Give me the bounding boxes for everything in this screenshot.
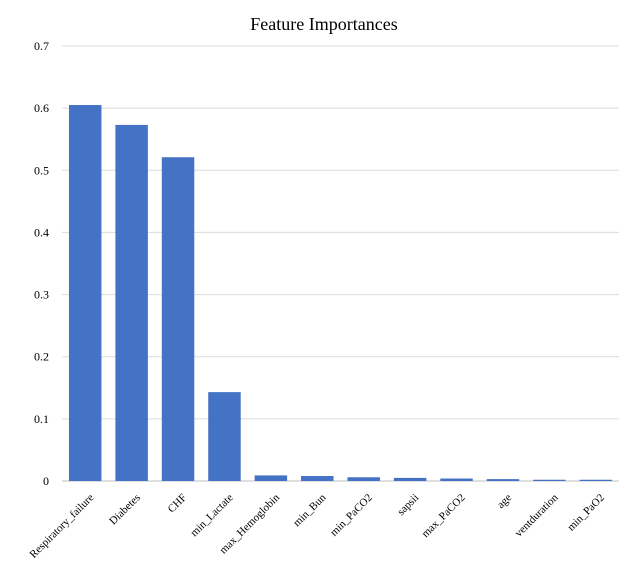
x-tick-label: CHF [166,492,190,516]
y-tick-label: 0.7 [34,39,49,53]
bar [347,477,380,481]
bar [254,475,288,481]
y-tick-label: 0.5 [34,163,49,177]
x-tick-label: min_PaO2 [565,492,607,534]
y-tick-label: 0.2 [34,350,49,364]
bar [440,478,473,481]
x-tick-label: max_PaCO2 [420,492,468,540]
x-tick-label: min_Bun [291,491,329,529]
bar [68,105,102,482]
y-axis-tick-labels: 0 0.1 0.2 0.3 0.4 0.5 0.6 0.7 [34,39,49,488]
bar [161,157,195,481]
chart-title: Feature Importances [250,14,397,34]
x-tick-label: min_PaCO2 [328,492,375,539]
x-tick-label: Respiratory_failure [27,492,96,561]
bar [533,479,566,481]
x-tick-label: age [495,492,514,511]
x-tick-label: ventduration [513,491,561,539]
bar [208,392,241,481]
y-tick-label: 0.3 [34,288,49,302]
bar [486,479,520,481]
y-tick-label: 0.4 [34,225,49,239]
bar [393,477,427,481]
bar [115,124,148,482]
bar [301,476,334,481]
gridlines [62,45,619,482]
y-tick-label: 0.6 [34,101,49,115]
x-axis-tick-labels: Respiratory_failure Diabetes CHF min_Lactat… [27,491,607,560]
bar [579,479,613,481]
y-tick-label: 0 [43,474,49,488]
x-tick-label: min_Lactate [188,492,235,539]
x-tick-label: sapsii [395,492,421,518]
x-tick-label: Diabetes [107,492,143,528]
y-tick-label: 0.1 [34,412,49,426]
bars [68,105,613,482]
